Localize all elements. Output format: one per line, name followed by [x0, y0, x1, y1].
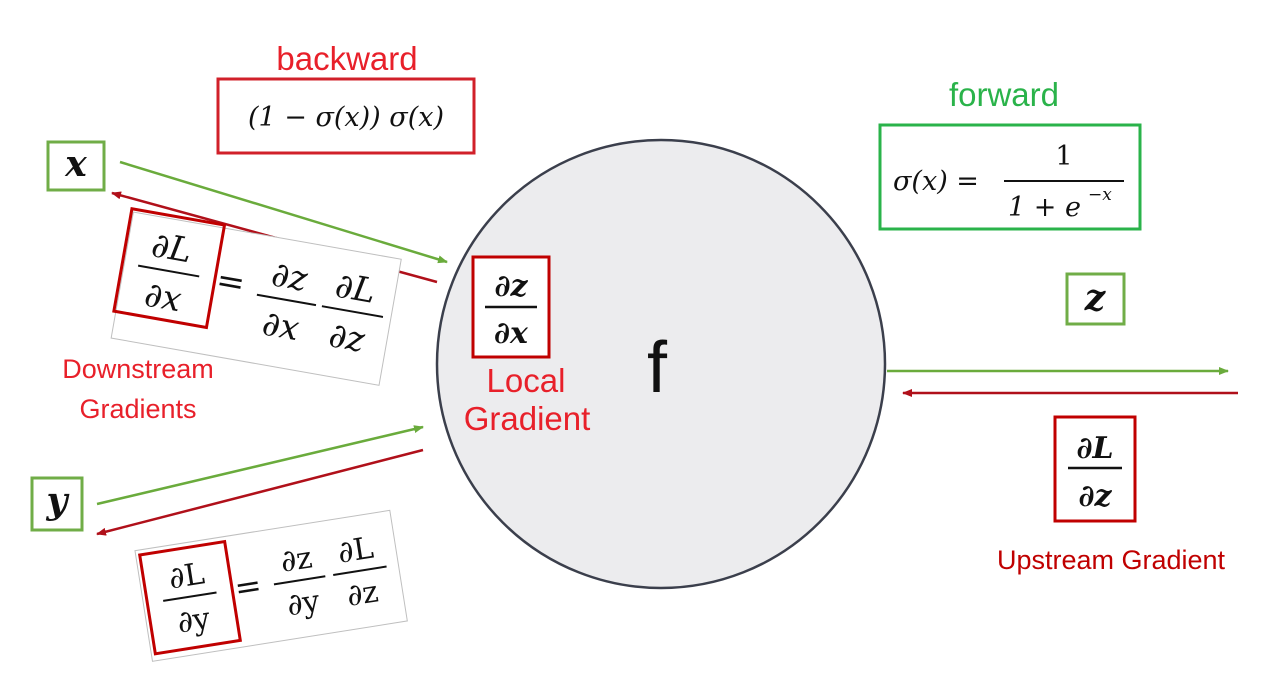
downstream-x-lhs-bar — [137, 264, 200, 278]
downstream-y-r2-numerator: ∂L — [335, 531, 376, 571]
downstream-x-r1-denominator: ∂x — [259, 303, 302, 349]
forward-denominator-exponent: −x — [1088, 185, 1112, 205]
downstream-x-r2-denominator: ∂z — [326, 315, 369, 361]
backward-formula: (1 − σ(x)) σ(x) — [248, 102, 444, 133]
backward-arrow-y — [96, 448, 424, 536]
forward-lhs: σ(x) = — [893, 166, 979, 197]
downstream-y-r2-bar — [333, 565, 387, 576]
local-gradient-numerator: ∂z — [494, 269, 528, 304]
downstream-x-lhs-box — [112, 206, 227, 330]
input-y-label: y — [46, 480, 70, 522]
downstream-y-equals: = — [232, 566, 264, 608]
backward-formula-box — [216, 77, 476, 155]
downstream-y-lhs-denominator: ∂y — [175, 601, 213, 641]
downstream-y-r2-denominator: ∂z — [344, 574, 380, 613]
function-node — [435, 138, 887, 590]
local-gradient-label-1: Local — [487, 362, 566, 399]
forward-numerator: 1 — [1055, 141, 1072, 172]
downstream-gradient-y: ∂L ∂y = ∂z ∂y ∂L ∂z — [134, 509, 408, 662]
output-z-box — [1065, 272, 1126, 326]
downstream-x-r2-bar — [321, 305, 384, 318]
downstream-y-lhs-numerator: ∂L — [166, 556, 207, 596]
local-gradient-label-2: Gradient — [464, 400, 591, 437]
downstream-label-2: Gradients — [79, 394, 196, 424]
forward-arrow-y — [96, 425, 424, 506]
forward-denominator: 1 + e — [1008, 192, 1081, 223]
upstream-gradient-denominator: ∂z — [1078, 479, 1112, 514]
input-y-box — [30, 476, 84, 532]
downstream-y-r1-denominator: ∂y — [285, 584, 323, 624]
downstream-y-r1-bar — [273, 575, 326, 586]
local-gradient-denominator: ∂x — [494, 316, 529, 351]
upstream-gradient-numerator: ∂L — [1076, 431, 1113, 466]
upstream-gradient-label: Upstream Gradient — [997, 545, 1226, 575]
downstream-y-panel — [134, 509, 408, 662]
forward-formula-box — [878, 123, 1142, 231]
downstream-y-lhs-box — [137, 539, 243, 656]
downstream-x-r1-bar — [256, 293, 317, 307]
downstream-x-r1-numerator: ∂z — [268, 254, 311, 300]
input-x-box — [46, 140, 106, 192]
output-z-label: z — [1084, 277, 1107, 319]
forward-label: forward — [949, 76, 1059, 113]
downstream-x-r2-numerator: ∂L — [332, 266, 379, 312]
forward-arrow-x — [119, 160, 448, 264]
downstream-x-lhs-denominator: ∂x — [141, 275, 184, 321]
node-label: f — [647, 328, 668, 408]
downstream-x-equals: = — [213, 260, 248, 304]
downstream-label-1: Downstream — [62, 354, 214, 384]
downstream-x-lhs-numerator: ∂L — [148, 225, 195, 271]
downstream-x-panel — [110, 211, 402, 386]
downstream-gradient-x: ∂L ∂x = ∂z ∂x ∂L ∂z — [110, 206, 402, 386]
downstream-y-lhs-bar — [163, 591, 217, 602]
downstream-y-r1-numerator: ∂z — [278, 540, 314, 579]
input-x-label: x — [64, 143, 87, 185]
backward-label: backward — [276, 40, 417, 77]
